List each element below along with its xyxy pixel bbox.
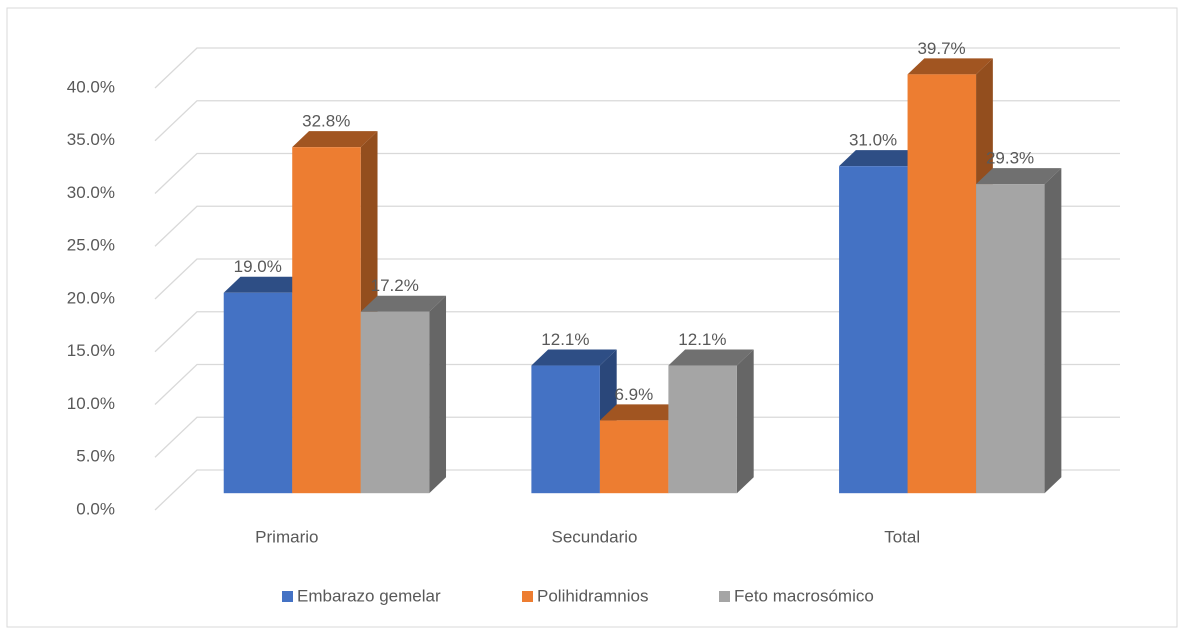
y-tick-label: 20.0% bbox=[67, 288, 115, 307]
chart-border bbox=[6, 7, 1178, 628]
value-label: 39.7% bbox=[917, 39, 965, 58]
legend-label: Feto macrosómico bbox=[734, 586, 874, 605]
bar-side bbox=[1044, 168, 1062, 494]
bar bbox=[668, 365, 737, 494]
legend-swatch bbox=[522, 591, 533, 602]
value-label: 32.8% bbox=[302, 112, 350, 131]
bar bbox=[223, 292, 293, 494]
y-tick-label: 5.0% bbox=[76, 447, 115, 466]
bar bbox=[907, 74, 977, 494]
y-tick-label: 35.0% bbox=[67, 130, 115, 149]
x-tick-label: Total bbox=[884, 527, 920, 546]
bar-side bbox=[736, 349, 754, 494]
bar bbox=[531, 365, 600, 494]
bar bbox=[839, 166, 908, 494]
bar bbox=[599, 420, 669, 494]
x-tick-label: Primario bbox=[255, 527, 318, 546]
bar-top bbox=[292, 131, 378, 148]
legend-swatch bbox=[719, 591, 730, 602]
bar-side bbox=[429, 295, 447, 494]
bar bbox=[360, 311, 430, 494]
y-tick-label: 15.0% bbox=[67, 341, 115, 360]
grid-line bbox=[154, 152, 1120, 194]
y-tick-label: 0.0% bbox=[76, 499, 115, 518]
grid-line bbox=[154, 416, 1120, 458]
y-tick-label: 10.0% bbox=[67, 394, 115, 413]
grid-line bbox=[154, 100, 1120, 142]
bar-top bbox=[668, 349, 754, 366]
bar bbox=[976, 184, 1045, 494]
value-label: 31.0% bbox=[849, 131, 897, 150]
legend-label: Polihidramnios bbox=[537, 586, 649, 605]
bar-top bbox=[531, 349, 617, 366]
value-label: 17.2% bbox=[371, 276, 419, 295]
value-label: 6.9% bbox=[615, 385, 654, 404]
value-label: 12.1% bbox=[678, 330, 726, 349]
grid-line bbox=[154, 47, 1120, 89]
y-tick-label: 30.0% bbox=[67, 183, 115, 202]
bar-top bbox=[223, 276, 310, 293]
grid-line bbox=[154, 363, 1120, 405]
x-tick-label: Secundario bbox=[551, 527, 637, 546]
grid-line bbox=[154, 205, 1120, 247]
value-label: 29.3% bbox=[986, 149, 1034, 168]
bar-top bbox=[839, 150, 925, 167]
bar-top bbox=[907, 58, 993, 75]
value-label: 12.1% bbox=[541, 330, 589, 349]
legend-label: Embarazo gemelar bbox=[297, 586, 441, 605]
grid-line bbox=[154, 258, 1120, 300]
bar bbox=[292, 147, 361, 494]
value-label: 19.0% bbox=[234, 257, 282, 276]
bar-top bbox=[976, 168, 1062, 185]
grid-line bbox=[154, 469, 1120, 511]
bar-top bbox=[360, 295, 447, 312]
y-tick-label: 25.0% bbox=[67, 236, 115, 255]
bar-top bbox=[599, 404, 686, 421]
grid-line bbox=[154, 311, 1120, 353]
y-tick-label: 40.0% bbox=[67, 77, 115, 96]
legend-swatch bbox=[282, 591, 293, 602]
